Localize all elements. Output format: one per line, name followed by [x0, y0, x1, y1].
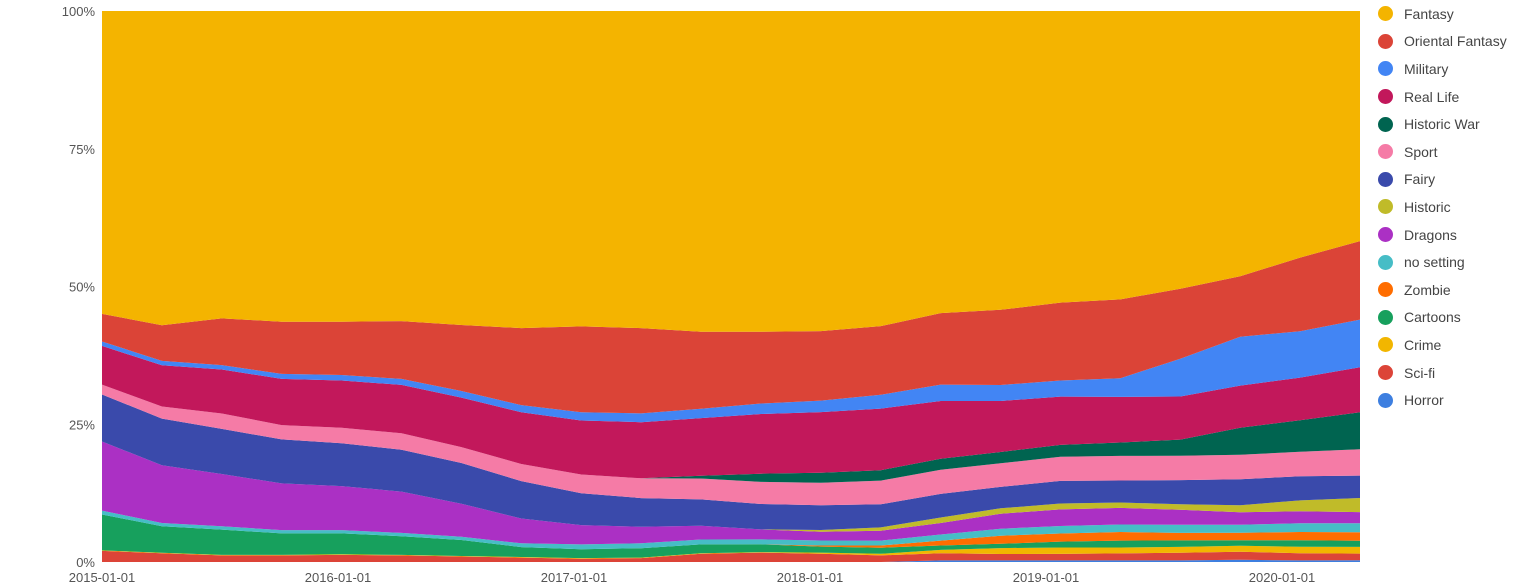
- legend-swatch: [1378, 199, 1393, 215]
- legend-swatch: [1378, 171, 1393, 187]
- x-axis-ticks: 2015-01-01 2016-01-01 2017-01-01 2018-01-01…: [69, 570, 1316, 585]
- area-historic-war: [102, 384, 1360, 483]
- legend-item-dragons: Dragons: [1378, 221, 1517, 249]
- x-tick-label: 2015-01-01: [69, 570, 136, 585]
- legend-item-cartoons: Cartoons: [1378, 304, 1517, 332]
- legend-swatch: [1378, 144, 1393, 160]
- legend-item-real-life: Real Life: [1378, 83, 1517, 111]
- legend-label: Cartoons: [1404, 309, 1461, 326]
- x-tick-label: 2017-01-01: [541, 570, 608, 585]
- y-tick-label: 0%: [76, 555, 95, 570]
- y-tick-label: 50%: [69, 280, 95, 295]
- area-cartoons: [102, 514, 1360, 559]
- legend-swatch: [1378, 33, 1393, 49]
- area-series-group: [102, 11, 1360, 562]
- x-tick-label: 2019-01-01: [1013, 570, 1080, 585]
- legend-label: Oriental Fantasy: [1404, 33, 1507, 50]
- area-military: [102, 319, 1360, 423]
- legend-item-crime: Crime: [1378, 331, 1517, 359]
- legend-swatch: [1378, 337, 1393, 353]
- x-tick-label: 2018-01-01: [777, 570, 844, 585]
- legend-item-fantasy: Fantasy: [1378, 0, 1517, 28]
- legend-swatch: [1378, 282, 1393, 298]
- legend-label: Sci-fi: [1404, 364, 1436, 381]
- y-tick-label: 25%: [69, 417, 95, 432]
- legend-item-military: Military: [1378, 55, 1517, 83]
- legend-label: Fairy: [1404, 171, 1436, 188]
- legend-swatch: [1378, 227, 1393, 243]
- legend-item-zombie: Zombie: [1378, 276, 1517, 304]
- legend-item-horror: Horror: [1378, 386, 1517, 414]
- area-sci-fi: [102, 550, 1360, 562]
- legend-label: Historic War: [1404, 116, 1480, 133]
- legend-swatch: [1378, 6, 1393, 22]
- legend-label: Zombie: [1404, 281, 1451, 298]
- area-dragons: [102, 441, 1360, 545]
- y-axis-ticks: 0% 25% 50% 75% 100%: [62, 4, 96, 570]
- legend: Fantasy Oriental Fantasy Military Real Life…: [1378, 0, 1517, 414]
- area-zombie: [102, 514, 1360, 550]
- legend-label: Sport: [1404, 143, 1438, 160]
- area-fairy: [102, 394, 1360, 530]
- legend-label: no setting: [1404, 254, 1465, 271]
- legend-swatch: [1378, 61, 1393, 77]
- legend-item-sport: Sport: [1378, 138, 1517, 166]
- legend-label: Crime: [1404, 336, 1442, 353]
- legend-swatch: [1378, 89, 1393, 105]
- legend-label: Horror: [1404, 392, 1444, 409]
- legend-item-no-setting: no setting: [1378, 248, 1517, 276]
- area-fantasy: [102, 11, 1360, 332]
- area-oriental-fantasy: [102, 241, 1360, 414]
- x-tick-label: 2016-01-01: [305, 570, 372, 585]
- legend-item-fairy: Fairy: [1378, 166, 1517, 194]
- legend-label: Historic: [1404, 198, 1451, 215]
- legend-label: Dragons: [1404, 226, 1457, 243]
- area-no-setting: [102, 510, 1360, 550]
- legend-swatch: [1378, 254, 1393, 270]
- legend-item-sci-fi: Sci-fi: [1378, 359, 1517, 387]
- legend-label: Real Life: [1404, 88, 1460, 105]
- legend-label: Military: [1404, 60, 1449, 77]
- stacked-area-chart: 2015-01-01 2016-01-01 2017-01-01 2018-01-01…: [62, 4, 1360, 585]
- legend-item-historic: Historic: [1378, 193, 1517, 221]
- area-horror: [102, 559, 1360, 562]
- legend-swatch: [1378, 309, 1393, 325]
- area-sport: [102, 384, 1360, 506]
- legend-item-historic-war: Historic War: [1378, 110, 1517, 138]
- legend-swatch: [1378, 365, 1393, 381]
- legend-swatch: [1378, 116, 1393, 132]
- x-tick-label: 2020-01-01: [1249, 570, 1316, 585]
- legend-swatch: [1378, 392, 1393, 408]
- legend-label: Fantasy: [1404, 5, 1454, 22]
- area-real-life: [102, 345, 1360, 479]
- area-crime: [102, 545, 1360, 559]
- y-tick-label: 100%: [62, 4, 96, 19]
- area-historic: [102, 441, 1360, 532]
- y-tick-label: 75%: [69, 142, 95, 157]
- legend-item-oriental-fantasy: Oriental Fantasy: [1378, 28, 1517, 56]
